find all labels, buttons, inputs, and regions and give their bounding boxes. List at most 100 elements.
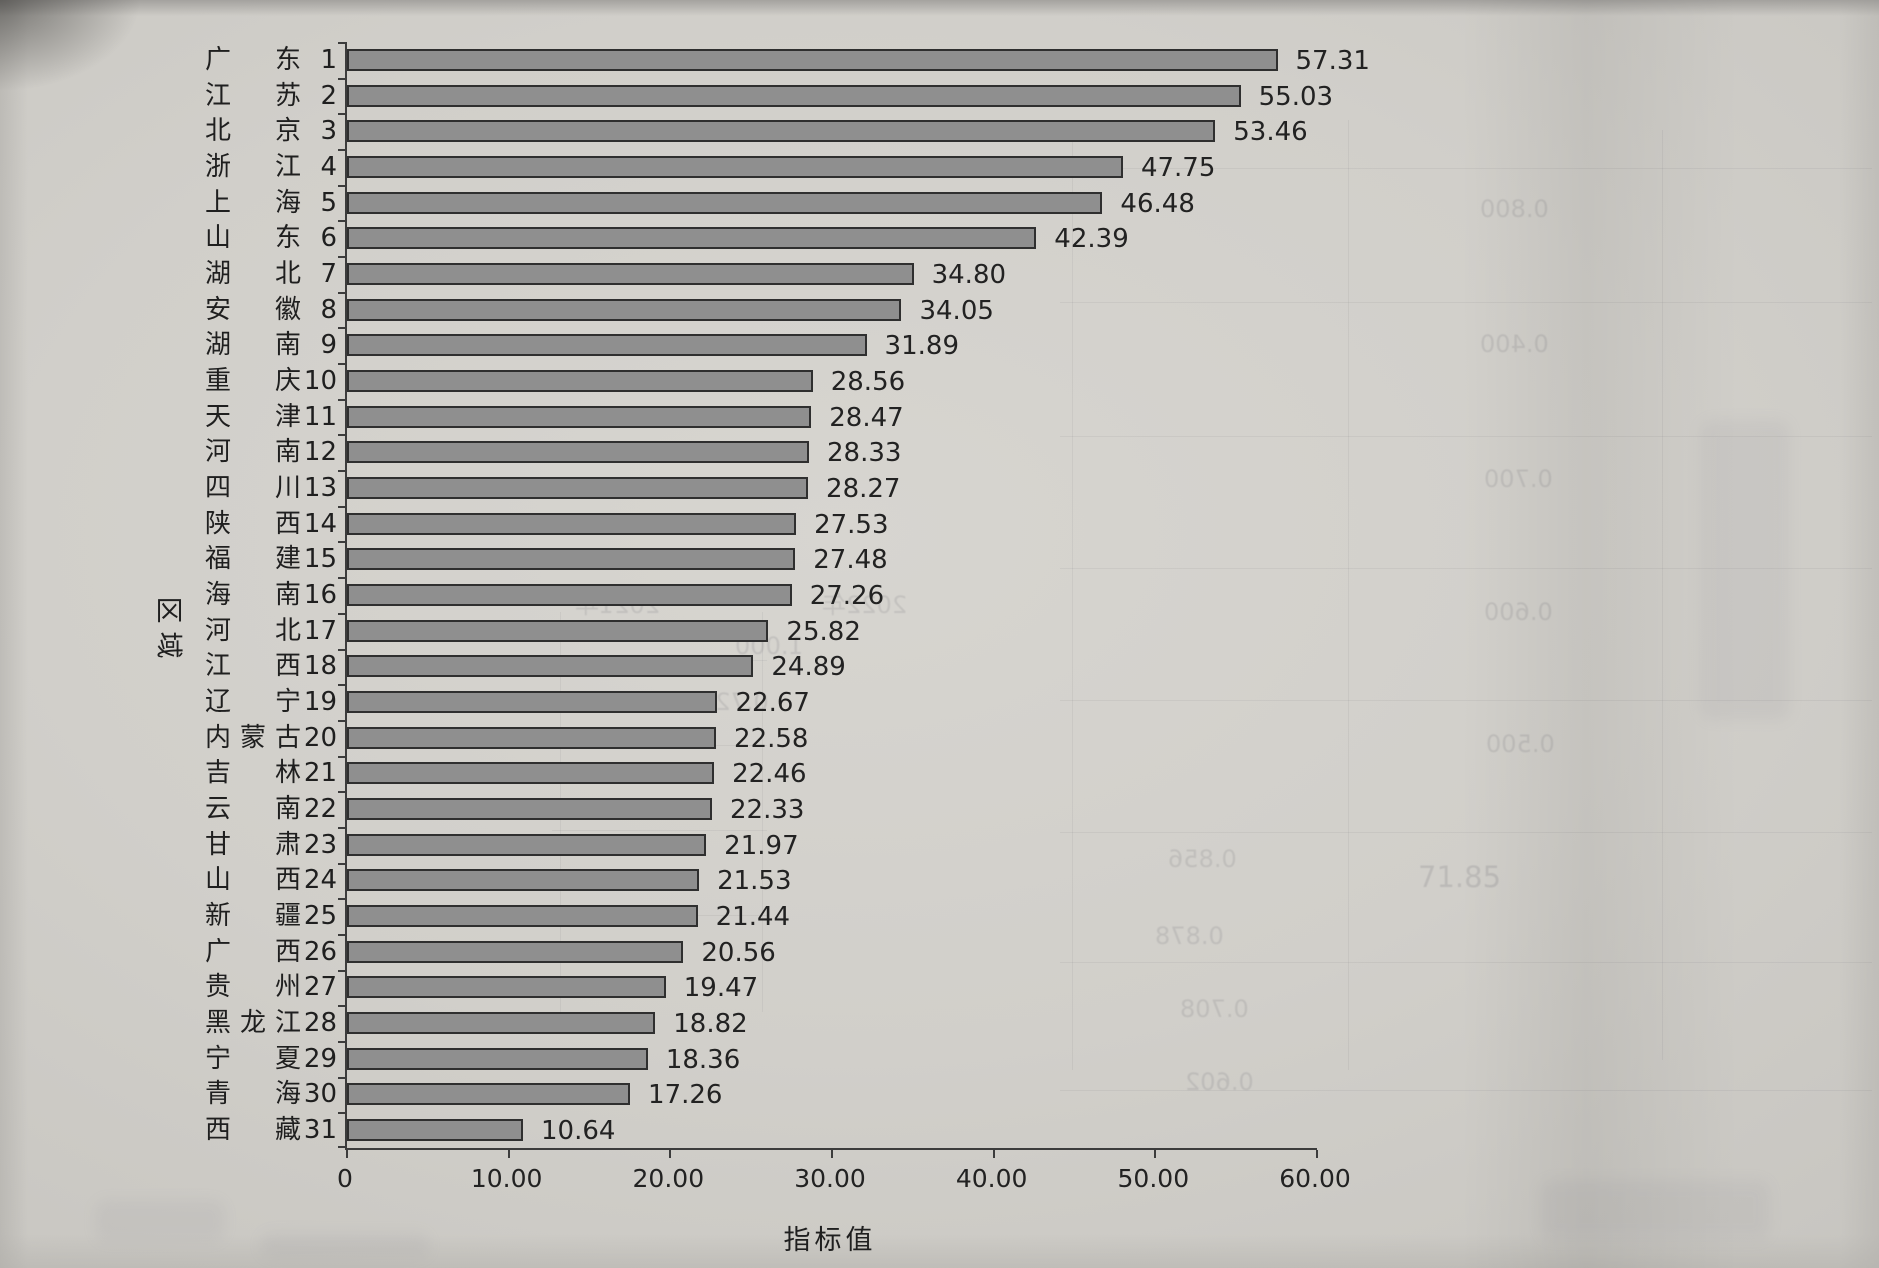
x-axis-tick-label: 20.00 <box>632 1164 705 1193</box>
y-axis-category-tick <box>338 791 346 794</box>
x-axis-title: 指标值 <box>783 1225 877 1256</box>
category-row-label: 辽宁 19 <box>205 688 337 716</box>
province-name-char: 四 <box>205 472 232 503</box>
province-name-label: 山西 <box>205 866 301 894</box>
data-bar <box>347 84 1241 107</box>
bleedthrough-grid-line <box>1072 120 1073 1070</box>
rank-number-label: 11 <box>303 401 337 432</box>
y-axis-category-tick <box>338 541 346 544</box>
province-name-char: 东 <box>274 223 301 254</box>
data-bar <box>347 1012 656 1035</box>
province-name-char: 陕 <box>205 508 232 539</box>
bar-value-label: 22.46 <box>732 759 807 790</box>
province-name-label: 甘肃 <box>205 831 301 859</box>
bar-value-label: 22.58 <box>734 723 809 754</box>
x-axis-tick <box>507 1150 510 1158</box>
bar-value-label: 21.53 <box>717 866 792 897</box>
data-bar <box>347 191 1103 214</box>
bleedthrough-grid-line <box>1060 302 1872 303</box>
rank-number-label: 27 <box>303 972 337 1003</box>
bleedthrough-grid-line <box>1060 962 1872 963</box>
bar-value-label: 20.56 <box>701 937 776 968</box>
y-axis-category-tick <box>338 1005 346 1008</box>
data-bar <box>347 762 715 785</box>
x-axis-tick <box>992 1150 995 1158</box>
y-axis-category-tick <box>338 505 346 508</box>
bar-value-label: 17.26 <box>648 1080 723 1111</box>
province-name-char: 天 <box>205 401 232 432</box>
province-name-label: 湖北 <box>205 260 301 288</box>
bar-value-label: 57.31 <box>1295 45 1370 76</box>
province-name-char: 东 <box>274 44 301 75</box>
category-row-label: 内蒙古 20 <box>205 724 337 752</box>
rank-number-label: 5 <box>320 187 337 218</box>
province-name-char: 广 <box>205 936 232 967</box>
bar-value-label: 34.80 <box>931 259 1007 290</box>
data-bar <box>347 405 812 428</box>
y-axis-category-tick <box>338 1112 346 1115</box>
province-name-char: 北 <box>205 116 232 147</box>
paper-smudge <box>1700 420 1790 720</box>
data-bar <box>347 548 796 571</box>
category-row-label: 四川 13 <box>205 474 337 502</box>
x-axis-tick <box>669 1150 672 1158</box>
bleedthrough-text-fragment: 0.700 <box>1484 465 1553 493</box>
province-name-char: 河 <box>205 615 232 646</box>
province-name-char: 南 <box>274 580 301 610</box>
bar-value-label: 34.05 <box>919 295 994 326</box>
rank-number-label: 15 <box>303 544 337 575</box>
province-name-char: 南 <box>274 330 301 361</box>
province-name-char: 苏 <box>274 80 301 111</box>
province-name-char: 海 <box>274 187 301 218</box>
province-name-char: 蒙 <box>239 722 266 753</box>
y-axis-category-tick <box>338 969 346 972</box>
y-axis-category-tick <box>338 220 346 223</box>
category-row-label: 山西 24 <box>205 866 337 894</box>
data-bar <box>347 976 666 999</box>
bar-value-label: 53.46 <box>1233 117 1308 148</box>
province-name-char: 河 <box>205 437 232 468</box>
province-name-char: 藏 <box>274 1115 301 1146</box>
province-name-label: 贵州 <box>205 973 301 1001</box>
rank-number-label: 1 <box>320 44 337 75</box>
data-bar <box>347 512 797 535</box>
data-bar <box>347 1047 648 1070</box>
province-name-char: 肃 <box>274 829 301 860</box>
rank-number-label: 8 <box>320 294 337 325</box>
province-name-label: 辽宁 <box>205 688 301 716</box>
bar-value-label: 46.48 <box>1120 188 1195 219</box>
y-axis-category-tick <box>338 612 346 615</box>
bar-value-label: 22.67 <box>735 688 810 719</box>
y-axis-category-tick <box>338 113 346 116</box>
province-name-char: 新 <box>205 901 232 932</box>
province-name-char: 山 <box>205 223 232 254</box>
province-name-char: 江 <box>205 80 232 111</box>
data-bar <box>347 833 707 856</box>
province-name-char: 庆 <box>274 365 301 396</box>
province-name-label: 云南 <box>205 795 301 823</box>
paper-smudge <box>1540 1180 1770 1240</box>
province-name-char: 海 <box>274 1079 301 1110</box>
province-name-label: 河南 <box>205 438 301 466</box>
province-name-char: 北 <box>274 258 301 289</box>
rank-number-label: 23 <box>303 829 337 860</box>
province-name-label: 广东 <box>205 46 301 74</box>
province-name-char: 甘 <box>205 829 232 860</box>
data-bar <box>347 155 1123 178</box>
province-name-label: 安徽 <box>205 296 301 324</box>
paper-smudge <box>260 1232 430 1258</box>
data-bar <box>347 905 698 928</box>
province-name-label: 吉林 <box>205 759 301 787</box>
y-axis-category-tick <box>338 577 346 580</box>
province-name-label: 内蒙古 <box>205 724 301 752</box>
province-name-char: 云 <box>205 794 232 825</box>
data-bar <box>347 476 809 499</box>
province-name-char: 辽 <box>205 687 232 718</box>
y-axis-category-tick <box>338 719 346 722</box>
bleedthrough-grid-line <box>1060 1090 1872 1091</box>
data-bar <box>347 120 1216 143</box>
province-name-char: 龙 <box>239 1008 266 1039</box>
